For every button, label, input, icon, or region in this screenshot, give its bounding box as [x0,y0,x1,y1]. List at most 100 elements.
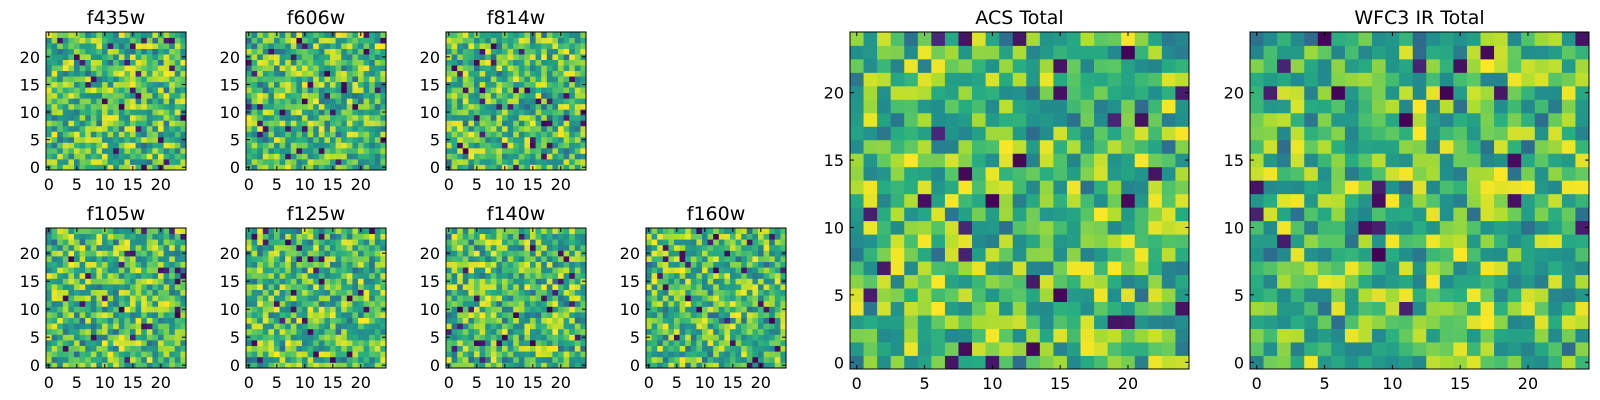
heatmap-cell [79,43,86,49]
heatmap-cell [374,317,381,324]
heatmap-cell [85,65,92,72]
heatmap-cell [318,328,325,335]
x-tick-label: 5 [72,373,82,392]
heatmap-cell [146,306,153,313]
heatmap-cell [158,54,164,60]
heatmap-cell [474,323,480,330]
heatmap-cell [944,288,959,302]
heatmap-cell [352,43,359,49]
heatmap-cell [62,312,69,318]
heatmap-cell [462,244,469,251]
heatmap-cell [62,43,69,49]
heatmap-cell [68,317,75,324]
heatmap-cell [113,32,120,38]
heatmap-cell [169,312,176,318]
heatmap-cell [180,256,187,262]
heatmap-cell [451,328,458,335]
heatmap-cell [530,345,536,352]
heatmap-cell [769,312,776,318]
heatmap-cell [863,207,878,222]
heatmap-cell [563,233,570,240]
heatmap-cell [985,274,1000,289]
heatmap-cell [358,120,364,127]
heatmap-cell [502,340,508,346]
heatmap-cell [268,103,275,110]
heatmap-cell [68,244,75,251]
heatmap-cell [774,244,781,251]
heatmap-cell [1080,315,1095,329]
heatmap-cell [358,317,364,324]
heatmap-cell [479,312,486,318]
heatmap-cell [999,355,1014,370]
heatmap-cell [102,54,108,60]
heatmap-cell [307,278,314,285]
heatmap-cell [580,317,587,324]
heatmap-cell [118,317,125,324]
heatmap-cell [113,158,120,165]
x-tick-label: 10 [95,175,115,194]
heatmap-cell [1161,234,1176,249]
heatmap-cell [877,207,892,222]
heatmap-cell [468,87,475,94]
heatmap-cell [374,244,381,251]
heatmap-cell [730,261,736,268]
heatmap-cell [96,37,103,44]
heatmap-cell [96,295,103,302]
heatmap-cell [285,158,292,165]
heatmap-cell [685,312,692,318]
heatmap-cell [763,261,770,268]
heatmap-cell [274,295,280,302]
heatmap-cell [107,284,114,290]
heatmap-cell [1026,220,1041,235]
heatmap-cell [307,340,314,346]
heatmap-cell [90,32,97,38]
heatmap-cell [346,351,353,358]
heatmap-cell [262,334,269,341]
heatmap-cell [730,312,736,318]
heatmap-cell [690,334,697,341]
heatmap-cell [113,59,120,66]
heatmap-cell [330,70,336,77]
heatmap-cell [79,142,86,149]
heatmap-cell [552,125,559,132]
heatmap-cell [279,114,286,121]
heatmap-cell [363,153,370,160]
heatmap-cell [780,233,787,240]
x-tick-label: 0 [244,175,254,194]
heatmap-cell [135,272,142,279]
heatmap-cell [341,317,348,324]
heatmap-cell [246,125,252,132]
heatmap-cell [113,120,120,127]
heatmap-cell [513,87,520,94]
heatmap-cell [152,351,159,358]
heatmap-cell [468,131,475,138]
heatmap-cell [563,92,570,99]
heatmap-cell [135,32,142,38]
heatmap-cell [85,81,92,88]
heatmap-cell [346,239,353,246]
heatmap-cell [1026,166,1041,181]
heatmap-cell [524,48,531,55]
heatmap-cell [285,239,292,246]
heatmap-cell [90,351,97,358]
heatmap-cell [302,76,308,83]
heatmap-cell [369,48,376,55]
heatmap-cell [446,233,452,240]
heatmap-cell [57,244,64,251]
heatmap-cell [541,147,548,154]
heatmap-cell [46,70,52,77]
heatmap-cell [662,334,669,341]
heatmap-cell [124,54,131,60]
heatmap-cell [535,48,542,55]
heatmap-cell [657,244,664,251]
y-tick-label: 5 [230,131,240,150]
heatmap-cell [57,250,64,257]
heatmap-cell [468,233,475,240]
heatmap-cell [274,158,280,165]
heatmap-cell [363,300,370,307]
heatmap-cell [552,233,559,240]
heatmap-cell [369,284,376,290]
heatmap-cell [169,345,176,352]
heatmap-cell [563,334,570,341]
heatmap-cell [318,250,325,257]
